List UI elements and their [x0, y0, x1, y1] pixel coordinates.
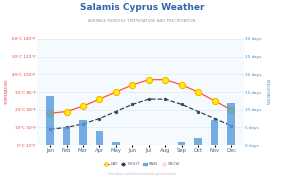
- Text: Salamis Cyprus Weather: Salamis Cyprus Weather: [80, 3, 204, 12]
- Bar: [96, 131, 103, 145]
- Text: hikerstbay.com/climate/republicyprus/salamis: hikerstbay.com/climate/republicyprus/sal…: [107, 172, 177, 176]
- Y-axis label: TEMPERATURE: TEMPERATURE: [5, 79, 9, 105]
- Bar: [227, 103, 235, 145]
- Bar: [195, 138, 202, 145]
- Text: AVERAGE MONTHLY TEMPERATURE AND PRECIPITATION: AVERAGE MONTHLY TEMPERATURE AND PRECIPIT…: [88, 19, 196, 23]
- Bar: [178, 142, 185, 145]
- Bar: [112, 142, 120, 145]
- Bar: [79, 120, 87, 145]
- Bar: [63, 127, 70, 145]
- Bar: [46, 96, 54, 145]
- Y-axis label: PRECIPITATION: PRECIPITATION: [264, 79, 268, 105]
- Bar: [211, 120, 218, 145]
- Legend: DAY, NIGHT, RAIN, SNOW: DAY, NIGHT, RAIN, SNOW: [103, 161, 181, 168]
